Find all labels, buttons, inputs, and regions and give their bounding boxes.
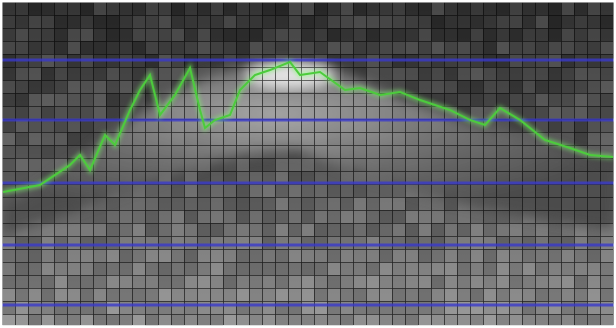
blue-lines — [2, 58, 614, 307]
green-line — [2, 60, 614, 193]
grid-overlay — [2, 2, 614, 325]
